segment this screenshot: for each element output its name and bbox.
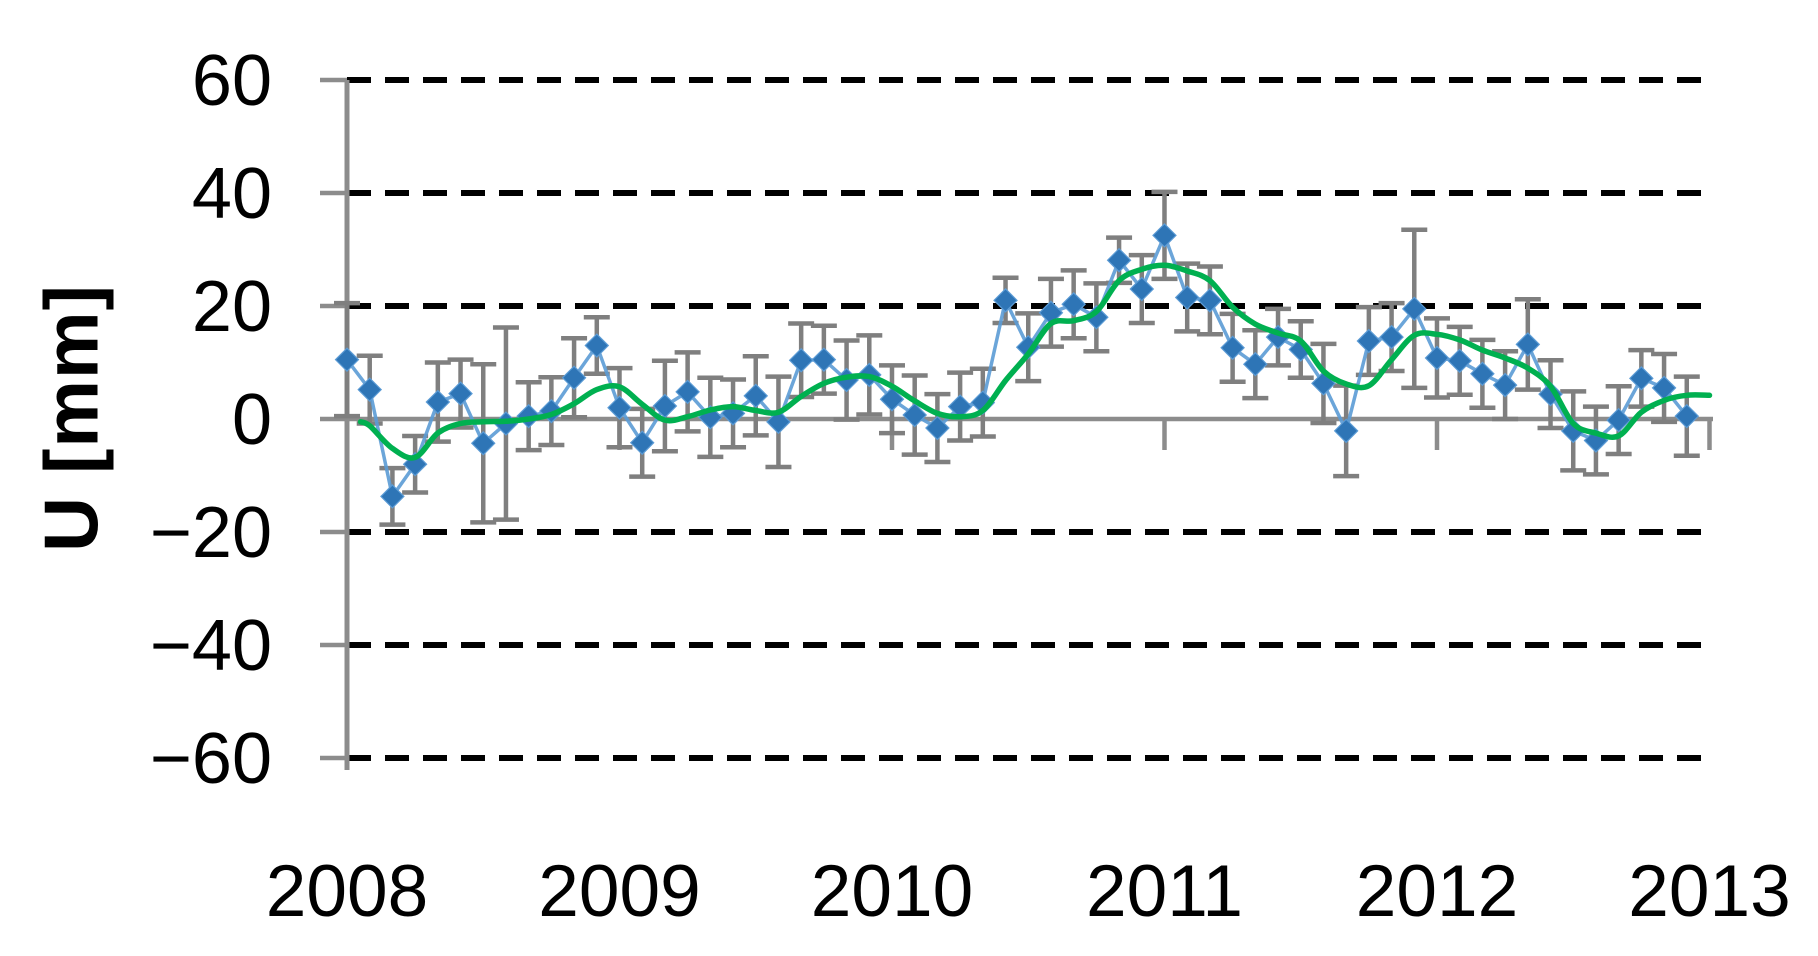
data-point-diamond xyxy=(1242,351,1268,377)
data-point-diamond xyxy=(1515,332,1541,357)
data-point-diamond xyxy=(902,402,928,428)
data-point-diamond xyxy=(1129,276,1155,302)
data-point-diamond xyxy=(1061,291,1087,317)
data-point-diamond xyxy=(1629,365,1654,391)
data-point-diamond xyxy=(607,395,632,421)
x-tick-label: 2008 xyxy=(266,851,428,932)
data-point-diamond xyxy=(993,288,1018,313)
data-point-diamond xyxy=(1197,288,1223,313)
data-point-diamond xyxy=(561,365,587,391)
error-bars xyxy=(334,189,1700,527)
y-tick-label: −60 xyxy=(150,719,272,799)
data-point-diamond xyxy=(1424,345,1450,371)
y-tick-label: −20 xyxy=(150,493,272,573)
y-tick-labels: 60 40 20 0 −20 −40 −60 xyxy=(150,41,272,799)
data-point-diamond xyxy=(1106,247,1132,273)
data-point-diamond xyxy=(380,484,405,509)
data-point-diamond xyxy=(879,386,905,412)
data-point-diamond xyxy=(675,379,700,405)
data-point-diamond xyxy=(470,430,496,456)
data-point-diamond xyxy=(1492,372,1518,398)
x-tick-label: 2012 xyxy=(1356,851,1518,932)
y-axis-ticks xyxy=(320,77,347,761)
x-tick-label: 2011 xyxy=(1086,851,1243,932)
y-axis-title: U [mm] xyxy=(29,284,115,552)
data-point-diamond xyxy=(1470,361,1495,387)
data-point-diamond xyxy=(629,430,655,456)
y-tick-label: 60 xyxy=(192,41,272,121)
data-point-diamond xyxy=(1220,335,1245,361)
data-point-diamond xyxy=(1356,328,1382,354)
x-tick-label: 2010 xyxy=(811,851,973,932)
data-point-diamond xyxy=(1606,407,1631,433)
data-point-diamond xyxy=(811,347,837,373)
data-point-diamond xyxy=(1152,223,1177,248)
data-point-diamond xyxy=(357,377,383,402)
y-tick-label: −40 xyxy=(150,606,272,686)
data-point-diamond xyxy=(448,381,473,406)
y-tick-label: 40 xyxy=(192,154,272,234)
data-point-diamond xyxy=(1174,285,1200,310)
data-point-diamond xyxy=(766,409,791,435)
x-tick-label: 2009 xyxy=(538,851,700,932)
data-point-diamond xyxy=(1447,348,1473,374)
data-point-diamond xyxy=(1401,296,1427,322)
data-point-diamond xyxy=(584,333,610,358)
model-path xyxy=(357,262,1713,461)
data-point-diamond xyxy=(743,383,769,409)
y-tick-label: 0 xyxy=(232,380,272,460)
x-tick-labels: 2008 2009 2010 2011 2012 2013 xyxy=(266,851,1791,932)
x-tick-label: 2013 xyxy=(1628,851,1790,932)
data-point-diamond xyxy=(1333,418,1359,444)
data-point-diamond xyxy=(925,415,950,441)
data-point-diamond xyxy=(788,347,814,373)
data-point-diamond xyxy=(425,389,451,415)
model-line xyxy=(357,262,1713,461)
data-point-diamond xyxy=(1379,324,1404,350)
data-point-diamond xyxy=(334,347,360,373)
data-point-diamond xyxy=(1674,403,1700,429)
y-tick-label: 20 xyxy=(192,267,272,347)
